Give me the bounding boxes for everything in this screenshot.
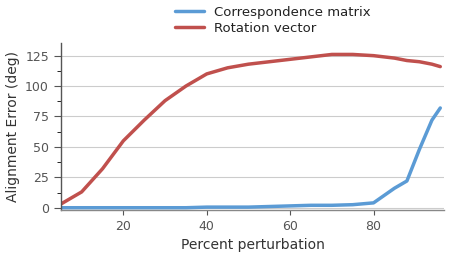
Correspondence matrix bbox=[266, 205, 272, 208]
Y-axis label: Alignment Error (deg): Alignment Error (deg) bbox=[5, 51, 19, 202]
Rotation vector bbox=[225, 66, 230, 69]
Rotation vector bbox=[392, 57, 397, 60]
Correspondence matrix bbox=[246, 206, 251, 209]
Rotation vector bbox=[404, 59, 410, 62]
Correspondence matrix bbox=[429, 119, 435, 122]
Rotation vector bbox=[350, 53, 356, 56]
Rotation vector bbox=[246, 63, 251, 66]
Rotation vector bbox=[371, 54, 376, 57]
Correspondence matrix bbox=[225, 206, 230, 209]
X-axis label: Percent perturbation: Percent perturbation bbox=[181, 238, 324, 252]
Rotation vector bbox=[308, 55, 314, 58]
Rotation vector bbox=[58, 203, 63, 206]
Line: Correspondence matrix: Correspondence matrix bbox=[61, 108, 440, 208]
Rotation vector bbox=[329, 53, 334, 56]
Correspondence matrix bbox=[329, 204, 334, 207]
Rotation vector bbox=[162, 99, 168, 102]
Correspondence matrix bbox=[162, 206, 168, 209]
Correspondence matrix bbox=[79, 206, 84, 209]
Correspondence matrix bbox=[308, 204, 314, 207]
Correspondence matrix bbox=[350, 203, 356, 206]
Rotation vector bbox=[121, 139, 126, 142]
Rotation vector bbox=[100, 167, 105, 170]
Correspondence matrix bbox=[204, 206, 209, 209]
Correspondence matrix bbox=[121, 206, 126, 209]
Rotation vector bbox=[141, 119, 147, 122]
Correspondence matrix bbox=[100, 206, 105, 209]
Correspondence matrix bbox=[404, 179, 410, 182]
Correspondence matrix bbox=[417, 148, 422, 151]
Rotation vector bbox=[79, 190, 84, 194]
Correspondence matrix bbox=[437, 106, 443, 109]
Rotation vector bbox=[204, 72, 209, 75]
Rotation vector bbox=[266, 60, 272, 63]
Rotation vector bbox=[417, 60, 422, 63]
Rotation vector bbox=[437, 65, 443, 68]
Correspondence matrix bbox=[288, 204, 293, 207]
Legend: Correspondence matrix, Rotation vector: Correspondence matrix, Rotation vector bbox=[175, 6, 371, 35]
Correspondence matrix bbox=[183, 206, 189, 209]
Rotation vector bbox=[183, 85, 189, 88]
Correspondence matrix bbox=[58, 206, 63, 209]
Correspondence matrix bbox=[371, 201, 376, 204]
Rotation vector bbox=[288, 58, 293, 61]
Correspondence matrix bbox=[392, 187, 397, 190]
Line: Rotation vector: Rotation vector bbox=[61, 54, 440, 204]
Correspondence matrix bbox=[141, 206, 147, 209]
Rotation vector bbox=[429, 63, 435, 66]
